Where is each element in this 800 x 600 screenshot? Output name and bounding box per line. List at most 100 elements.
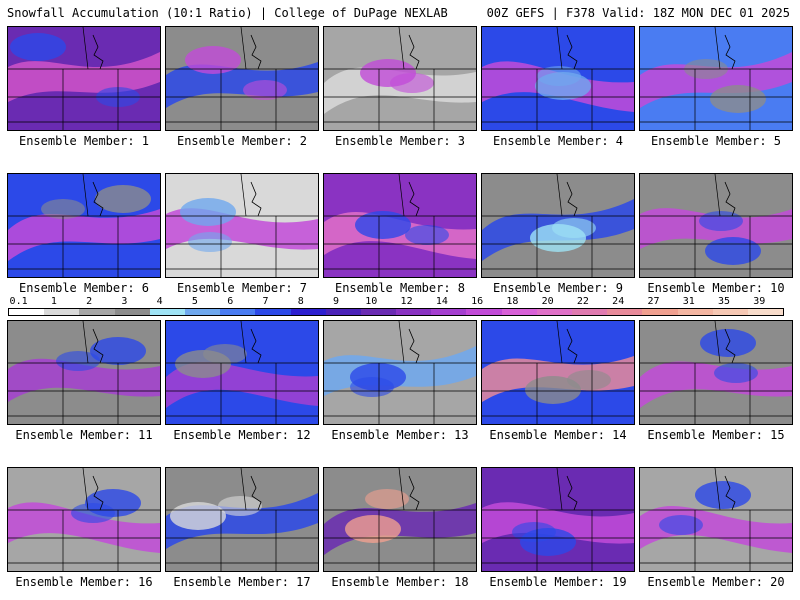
colorbar-swatch <box>466 309 502 315</box>
member-caption: Ensemble Member: 17 <box>173 575 311 589</box>
ensemble-panel <box>481 320 635 425</box>
colorbar-swatch <box>114 309 150 315</box>
colorbar-swatch <box>747 309 784 315</box>
colorbar-swatch <box>290 309 326 315</box>
member-caption: Ensemble Member: 11 <box>15 428 153 442</box>
member-caption: Ensemble Member: 12 <box>173 428 311 442</box>
ensemble-panel <box>481 26 635 131</box>
snowfall-map <box>324 468 476 571</box>
colorbar-labels: 0.1 1 2 3 4 5 6 7 8 9 10 12 14 16 18 20 22 24 27 31 35 39 <box>8 296 784 308</box>
member-caption: Ensemble Member: 15 <box>647 428 785 442</box>
colorbar-swatch <box>255 309 291 315</box>
ensemble-panel <box>165 173 319 278</box>
colorbar-label: 7 <box>262 296 269 307</box>
ensemble-panel <box>7 467 161 572</box>
colorbar-label: 1 <box>50 296 57 307</box>
ensemble-panel <box>323 320 477 425</box>
ensemble-panel <box>481 467 635 572</box>
snowfall-map <box>482 174 634 277</box>
snowfall-map <box>324 27 476 130</box>
ensemble-panel <box>481 173 635 278</box>
colorbar-label: 35 <box>718 296 731 307</box>
colorbar-swatch <box>220 309 256 315</box>
ensemble-panel <box>639 173 793 278</box>
colorbar-label: 5 <box>191 296 198 307</box>
ensemble-panel <box>323 26 477 131</box>
colorbar-swatch <box>184 309 221 315</box>
member-caption: Ensemble Member: 6 <box>18 281 150 295</box>
ensemble-panel <box>323 173 477 278</box>
colorbar-swatch <box>431 309 467 315</box>
member-caption: Ensemble Member: 2 <box>176 134 308 148</box>
colorbar-label: 8 <box>297 296 304 307</box>
snowfall-map <box>640 321 792 424</box>
colorbar-swatch <box>642 309 678 315</box>
colorbar-label: 18 <box>506 296 519 307</box>
snowfall-map <box>166 321 318 424</box>
colorbar-label: 2 <box>86 296 93 307</box>
colorbar-swatch <box>9 309 45 315</box>
member-caption: Ensemble Member: 8 <box>334 281 466 295</box>
ensemble-panel <box>165 467 319 572</box>
colorbar-label: 20 <box>541 296 554 307</box>
member-caption: Ensemble Member: 1 <box>18 134 150 148</box>
member-caption: Ensemble Member: 3 <box>334 134 466 148</box>
snowfall-map <box>166 27 318 130</box>
colorbar-label: 27 <box>647 296 660 307</box>
snowfall-map <box>324 321 476 424</box>
ensemble-panel <box>7 173 161 278</box>
member-caption: Ensemble Member: 7 <box>176 281 308 295</box>
colorbar-swatch <box>677 309 713 315</box>
member-caption: Ensemble Member: 13 <box>331 428 469 442</box>
colorbar-swatch <box>607 309 643 315</box>
member-caption: Ensemble Member: 9 <box>492 281 624 295</box>
colorbar-label: 22 <box>576 296 589 307</box>
header-title: Snowfall Accumulation (10:1 Ratio) | Col… <box>7 6 448 20</box>
colorbar-label: 6 <box>227 296 234 307</box>
colorbar-swatch <box>712 309 748 315</box>
colorbar-swatch <box>79 309 115 315</box>
colorbar-label: 31 <box>682 296 695 307</box>
colorbar-label: 12 <box>400 296 413 307</box>
colorbar-label: 9 <box>333 296 340 307</box>
colorbar-swatch <box>572 309 608 315</box>
colorbar-swatch <box>536 309 572 315</box>
member-caption: Ensemble Member: 5 <box>650 134 782 148</box>
member-caption: Ensemble Member: 16 <box>15 575 153 589</box>
snowfall-map <box>8 27 160 130</box>
member-caption: Ensemble Member: 14 <box>489 428 627 442</box>
snowfall-map <box>640 27 792 130</box>
colorbar-label: 39 <box>753 296 766 307</box>
member-caption: Ensemble Member: 19 <box>489 575 627 589</box>
colorbar-swatch <box>149 309 185 315</box>
colorbar-swatch <box>501 309 537 315</box>
snowfall-map <box>166 174 318 277</box>
colorbar-label: 0.1 <box>9 296 28 307</box>
colorbar-label: 3 <box>121 296 128 307</box>
colorbar-swatch <box>44 309 80 315</box>
snowfall-map <box>482 321 634 424</box>
colorbar-label: 16 <box>471 296 484 307</box>
colorbar-swatch <box>396 309 432 315</box>
member-caption: Ensemble Member: 18 <box>331 575 469 589</box>
ensemble-panel <box>7 26 161 131</box>
colorbar-label: 24 <box>612 296 625 307</box>
snowfall-map <box>482 27 634 130</box>
colorbar <box>8 308 784 316</box>
snowfall-map <box>8 468 160 571</box>
ensemble-panel <box>165 26 319 131</box>
ensemble-panel <box>7 320 161 425</box>
ensemble-panel <box>639 26 793 131</box>
snowfall-map <box>482 468 634 571</box>
ensemble-panel <box>639 320 793 425</box>
header-run-info: 00Z GEFS | F378 Valid: 18Z MON DEC 01 20… <box>486 6 790 20</box>
snowfall-map <box>8 321 160 424</box>
colorbar-swatch <box>325 309 361 315</box>
colorbar-swatch <box>360 309 397 315</box>
snowfall-map <box>640 468 792 571</box>
ensemble-panel <box>323 467 477 572</box>
snowfall-map <box>324 174 476 277</box>
colorbar-label: 14 <box>435 296 448 307</box>
member-caption: Ensemble Member: 10 <box>647 281 785 295</box>
snowfall-map <box>8 174 160 277</box>
